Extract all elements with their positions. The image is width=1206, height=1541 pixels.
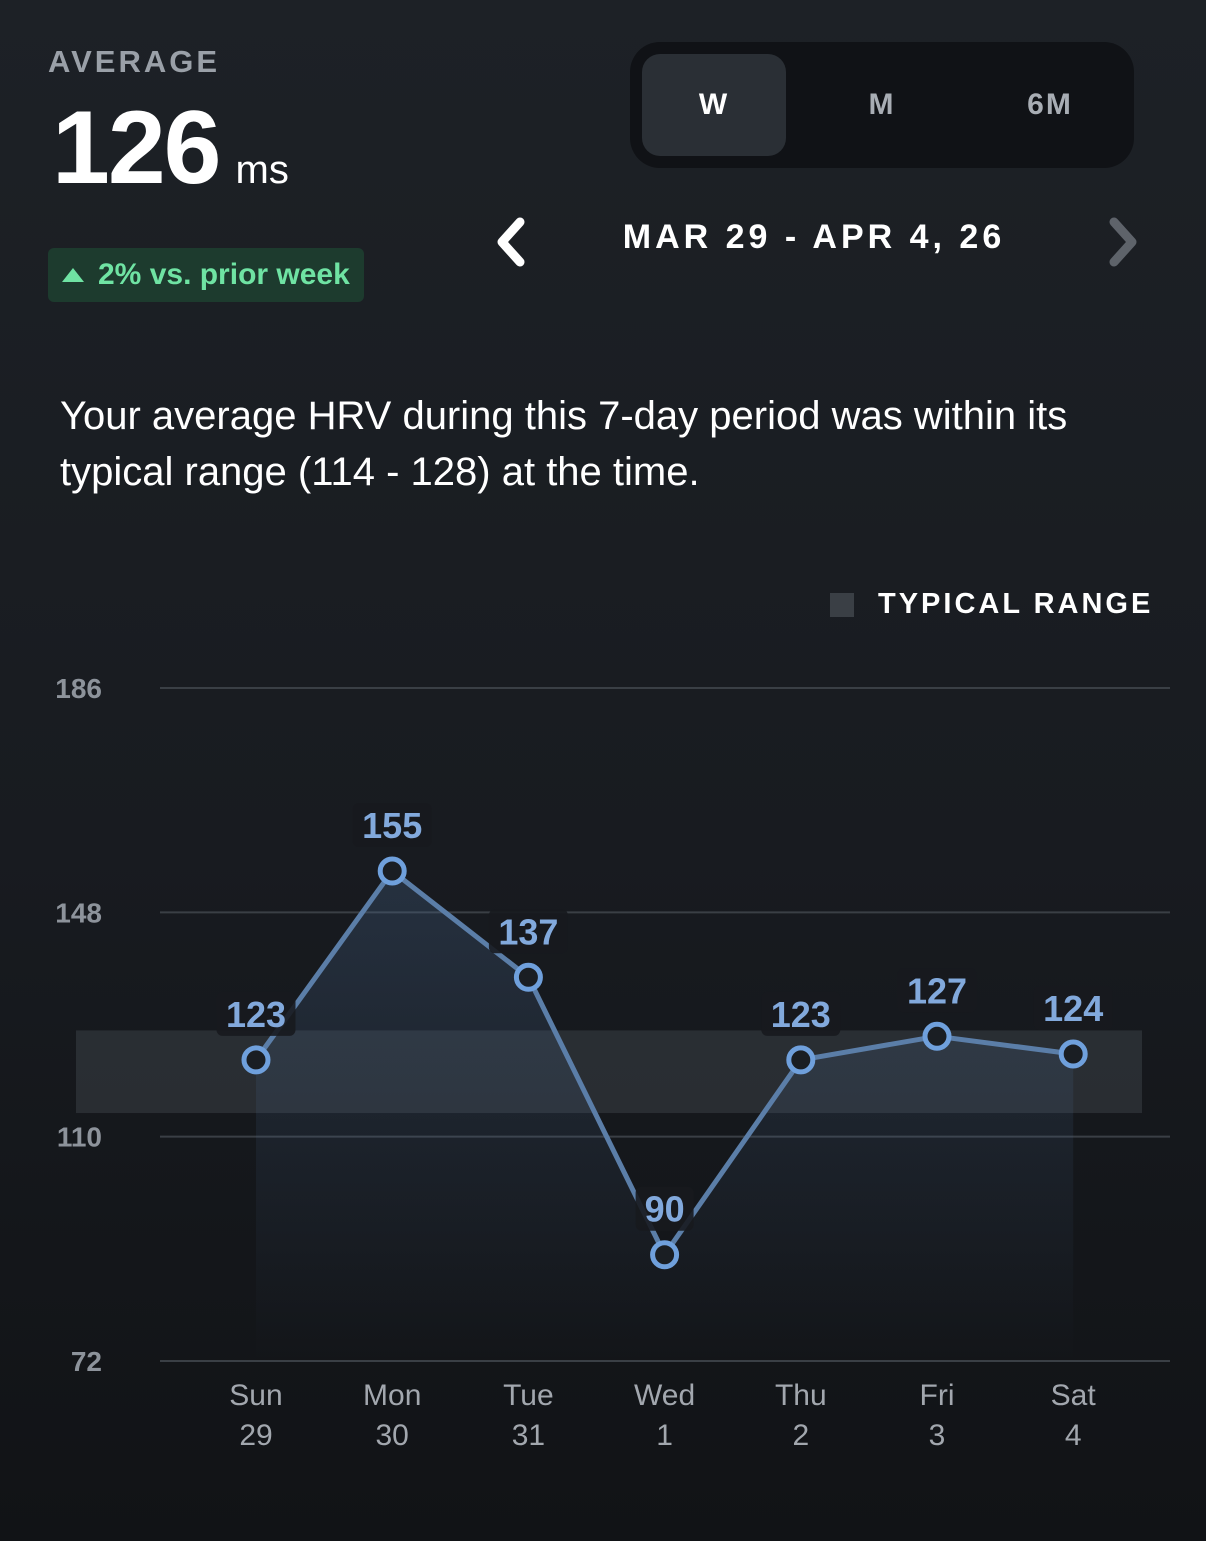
data-point[interactable] bbox=[786, 1045, 816, 1075]
x-tick-label-date: 30 bbox=[376, 1419, 409, 1452]
data-label: 123 bbox=[226, 994, 286, 1035]
data-label: 137 bbox=[498, 911, 558, 952]
x-tick-label-day: Sat bbox=[1051, 1379, 1097, 1412]
x-tick-label-day: Mon bbox=[363, 1379, 421, 1412]
series-area bbox=[256, 871, 1074, 1361]
data-label: 90 bbox=[645, 1189, 685, 1230]
data-point[interactable] bbox=[377, 856, 407, 886]
date-range: MAR 29 - APR 4, 26 bbox=[622, 218, 1006, 256]
x-tick-label-day: Sun bbox=[229, 1379, 282, 1412]
x-tick-label-date: 31 bbox=[512, 1419, 545, 1452]
chevron-right-icon bbox=[1109, 217, 1137, 267]
y-tick-label: 186 bbox=[55, 673, 102, 704]
x-tick-label-day: Thu bbox=[775, 1379, 827, 1412]
change-badge: 2% vs. prior week bbox=[48, 248, 364, 302]
y-tick-label: 72 bbox=[71, 1346, 102, 1377]
chart-legend: TYPICAL RANGE bbox=[830, 588, 1153, 621]
typical-range-swatch bbox=[830, 592, 854, 617]
tab-month[interactable]: M bbox=[868, 88, 896, 121]
average-unit: ms bbox=[235, 148, 289, 192]
average-value: 126 bbox=[52, 90, 222, 206]
data-label-background bbox=[1033, 986, 1113, 1031]
x-tick-label-day: Fri bbox=[920, 1379, 955, 1412]
data-label-background bbox=[352, 803, 432, 848]
data-label-background bbox=[216, 991, 296, 1036]
previous-period-button[interactable] bbox=[482, 212, 542, 272]
tab-six-months[interactable]: 6M bbox=[1027, 88, 1073, 121]
date-navigator: MAR 29 - APR 4, 26 bbox=[480, 206, 1160, 276]
tab-week[interactable]: W bbox=[642, 54, 786, 156]
change-text: 2% vs. prior week bbox=[98, 258, 350, 291]
data-point[interactable] bbox=[241, 1045, 271, 1075]
x-tick-label-date: 2 bbox=[792, 1419, 809, 1452]
y-tick-label: 110 bbox=[57, 1122, 102, 1153]
x-tick-label-day: Tue bbox=[503, 1379, 554, 1412]
next-period-button[interactable] bbox=[1092, 212, 1152, 272]
data-label: 124 bbox=[1043, 988, 1103, 1029]
data-label: 127 bbox=[907, 970, 967, 1011]
x-tick-label-date: 3 bbox=[929, 1419, 946, 1452]
data-label-background bbox=[488, 909, 568, 954]
data-point[interactable] bbox=[1058, 1039, 1088, 1069]
data-label: 155 bbox=[362, 805, 422, 846]
x-tick-label-date: 29 bbox=[239, 1419, 272, 1452]
y-tick-label: 148 bbox=[55, 897, 102, 928]
data-point[interactable] bbox=[922, 1021, 952, 1051]
average-label: AVERAGE bbox=[48, 44, 221, 79]
data-point[interactable] bbox=[513, 962, 543, 992]
average-value-group: 126 ms bbox=[52, 96, 289, 200]
summary-text: Your average HRV during this 7-day perio… bbox=[60, 394, 1068, 494]
data-label-background bbox=[635, 1186, 694, 1231]
x-tick-label-date: 1 bbox=[656, 1419, 673, 1452]
data-label: 123 bbox=[771, 994, 831, 1035]
x-tick-label-date: 4 bbox=[1065, 1419, 1082, 1452]
data-label-background bbox=[761, 991, 841, 1036]
data-point[interactable] bbox=[650, 1240, 680, 1270]
x-tick-label-day: Wed bbox=[634, 1379, 695, 1412]
period-selector: W M 6M bbox=[630, 42, 1134, 168]
arrow-up-icon bbox=[62, 268, 84, 282]
chevron-left-icon bbox=[497, 217, 525, 267]
data-label-background bbox=[897, 968, 977, 1013]
legend-label-typical-range: TYPICAL RANGE bbox=[878, 588, 1154, 620]
